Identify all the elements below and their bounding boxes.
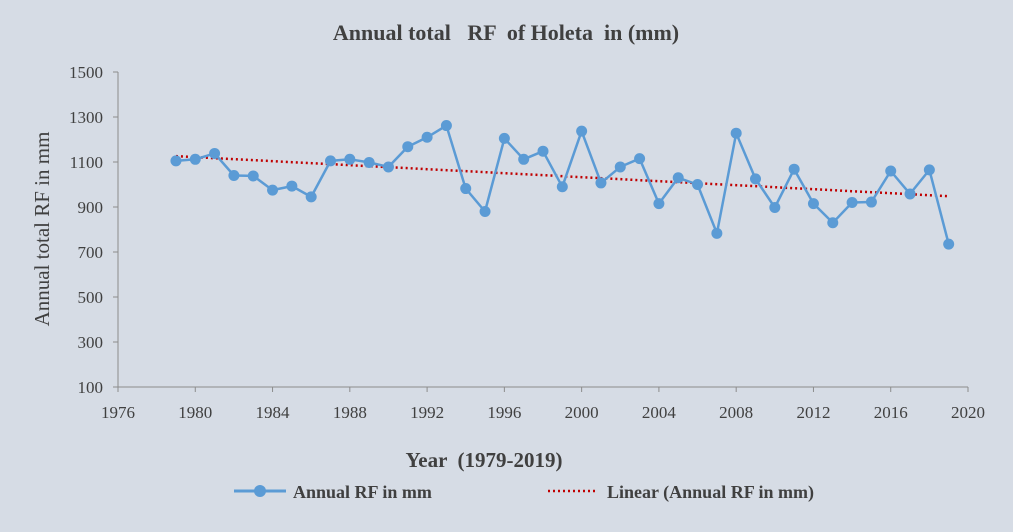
- data-point: [537, 145, 549, 157]
- y-tick-label: 500: [78, 288, 104, 307]
- y-tick-label: 300: [78, 333, 104, 352]
- legend-marker-circle: [254, 485, 266, 497]
- data-point: [769, 201, 781, 213]
- data-point: [421, 131, 433, 143]
- data-point: [518, 153, 530, 165]
- x-tick-label: 2008: [719, 403, 753, 422]
- chart-title: Annual total RF of Holeta in (mm): [333, 20, 679, 45]
- data-point: [692, 179, 704, 190]
- legend: Annual RF in mm Linear (Annual RF in mm): [234, 482, 814, 503]
- data-point: [267, 184, 279, 196]
- data-point: [672, 172, 684, 184]
- x-tick-label: 2016: [874, 403, 908, 422]
- data-point: [730, 127, 742, 139]
- y-axis-title: Annual total RF in mm: [30, 132, 54, 327]
- data-point: [209, 147, 221, 159]
- x-tick-labels: 1976 1980 1984 1988 1992 1996 2000 2004 2008 2012…: [101, 387, 985, 422]
- series-annual-rf: [170, 120, 955, 250]
- x-tick-label: 1996: [487, 403, 521, 422]
- x-tick-label: 1980: [178, 403, 212, 422]
- data-point: [402, 141, 414, 153]
- y-tick-label: 1300: [69, 108, 103, 127]
- x-tick-label: 2000: [565, 403, 599, 422]
- x-tick-label: 2004: [642, 403, 677, 422]
- data-point: [865, 196, 877, 208]
- data-point: [634, 153, 646, 165]
- data-point: [479, 206, 491, 217]
- y-tick-label: 900: [78, 198, 104, 217]
- data-point: [189, 153, 201, 165]
- trendline-line: [175, 154, 949, 198]
- x-tick-label: 2012: [796, 403, 830, 422]
- y-tick-label: 700: [78, 243, 104, 262]
- legend-label-linear: Linear (Annual RF in mm): [607, 482, 814, 503]
- x-tick-label: 1988: [333, 403, 367, 422]
- data-point: [440, 120, 452, 132]
- x-tick-label: 2020: [951, 403, 985, 422]
- y-tick-labels: 100 300 500 700 900 1100 1300 1500: [69, 63, 118, 397]
- data-point: [750, 173, 761, 185]
- data-point: [576, 125, 588, 137]
- data-point: [498, 132, 510, 144]
- data-point: [556, 181, 568, 193]
- data-point: [614, 161, 626, 173]
- y-tick-label: 1500: [69, 63, 103, 82]
- data-point: [382, 161, 394, 173]
- data-point: [653, 198, 665, 210]
- data-point: [170, 155, 182, 167]
- data-point: [788, 163, 800, 175]
- data-point: [885, 165, 897, 177]
- data-point: [247, 170, 259, 182]
- data-point: [846, 197, 858, 208]
- data-point: [363, 156, 375, 168]
- data-point: [807, 198, 819, 210]
- legend-label-annual-rf: Annual RF in mm: [293, 482, 432, 502]
- axes: [117, 72, 968, 388]
- trendline: [175, 154, 949, 198]
- x-tick-label: 1992: [410, 403, 444, 422]
- data-point: [827, 217, 839, 229]
- x-axis-title: Year (1979-2019): [405, 448, 562, 472]
- data-point: [943, 238, 955, 250]
- x-tick-label: 1976: [101, 403, 135, 422]
- data-point: [711, 227, 723, 239]
- data-point: [305, 191, 317, 203]
- data-point: [228, 170, 240, 181]
- y-tick-label: 100: [78, 378, 104, 397]
- data-point: [325, 155, 336, 167]
- data-point: [904, 188, 916, 200]
- data-point: [595, 177, 607, 189]
- x-tick-label: 1984: [256, 403, 291, 422]
- data-point: [460, 183, 472, 195]
- data-point: [286, 180, 298, 192]
- data-point: [923, 164, 935, 176]
- data-point: [344, 153, 356, 165]
- y-tick-label: 1100: [70, 153, 103, 172]
